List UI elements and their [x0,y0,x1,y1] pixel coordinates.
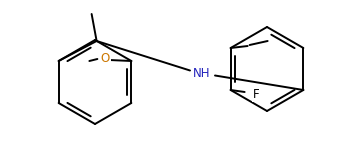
Text: F: F [253,87,260,101]
Text: O: O [101,51,110,65]
Text: NH: NH [193,67,211,80]
